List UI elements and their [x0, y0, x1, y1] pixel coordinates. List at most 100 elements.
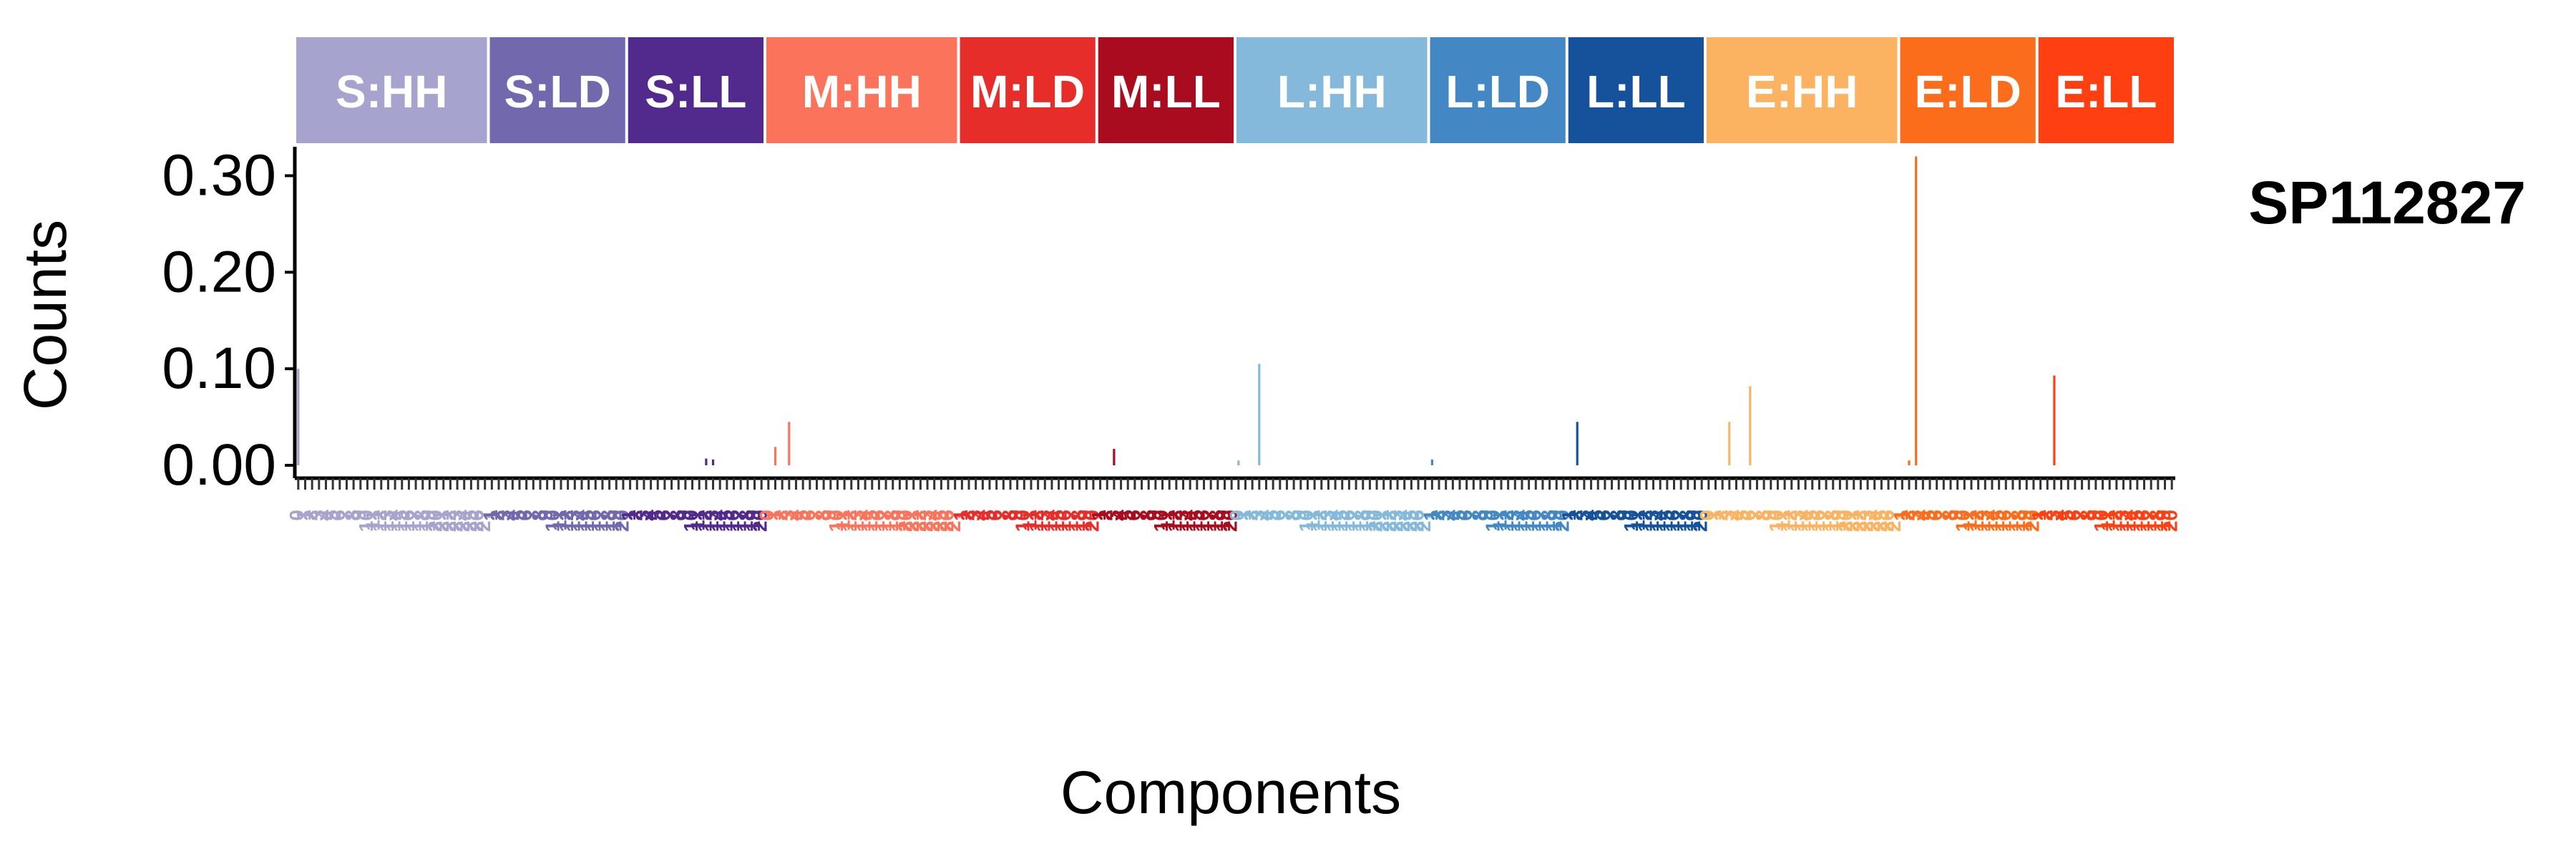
- x-tick-label: 3: [493, 510, 515, 521]
- strip-box-l-ll: [1568, 37, 1704, 143]
- x-tick-label: 19: [1682, 510, 1704, 532]
- x-tick-label: 13: [562, 510, 585, 532]
- bar: [2053, 375, 2056, 465]
- x-tick-label: 5: [645, 510, 668, 521]
- x-tick-label: 14: [2118, 510, 2140, 533]
- x-tick-label: 17: [1813, 510, 1835, 532]
- x-tick-label: 16: [1053, 510, 1075, 532]
- x-tick-label: 11: [1488, 510, 1511, 531]
- x-tick-label: 3: [1246, 510, 1269, 521]
- bar: [711, 459, 715, 465]
- x-tick-label: 26: [1875, 510, 1898, 532]
- x-tick-label: 3: [776, 510, 799, 521]
- x-tick-label: 7: [991, 510, 1013, 521]
- strip-box-e-hh: [1707, 37, 1898, 143]
- x-tick-label: 16: [1337, 510, 1359, 532]
- x-tick-label: 15: [389, 510, 411, 532]
- x-tick-label: 8: [1282, 510, 1304, 521]
- x-tick-label: 10: [1482, 510, 1504, 532]
- x-tick-label: 19: [1074, 510, 1096, 532]
- x-tick-label: 17: [1669, 510, 1691, 532]
- x-tick-label: 11: [832, 510, 854, 531]
- x-tick-label: 10: [355, 510, 377, 532]
- x-ticks: [297, 478, 2173, 490]
- x-tick-label: 3: [2041, 510, 2064, 521]
- x-tick-label: 2: [625, 510, 647, 521]
- x-tick-label: 19: [2014, 510, 2036, 532]
- x-tick-label: 14: [1979, 510, 2001, 533]
- x-tick-label: 22: [1378, 510, 1400, 532]
- x-tick-label: 6: [1592, 510, 1614, 521]
- x-tick-label: 10: [2090, 510, 2112, 532]
- x-tick-label: 12: [1025, 510, 1048, 532]
- x-tick-label: 8: [2077, 510, 2099, 521]
- x-tick-label: 13: [846, 510, 868, 532]
- x-tick-label: 13: [1171, 510, 1193, 532]
- x-tick-label: 1: [2028, 510, 2050, 521]
- strip-box-s-hh: [296, 37, 487, 143]
- x-tick-label: 21: [1841, 510, 1863, 532]
- x-tick-label: 14: [569, 510, 591, 533]
- x-tick-label: 20: [1364, 510, 1386, 532]
- x-tick-label: 17: [1343, 510, 1365, 532]
- x-tick-label: 9: [1945, 510, 1967, 521]
- bar: [1576, 422, 1579, 465]
- x-tick-label: 26: [465, 510, 487, 532]
- bar: [1430, 459, 1433, 465]
- bar: [297, 369, 300, 465]
- x-tick-label: 3: [1101, 510, 1123, 521]
- x-tick-label: 3: [306, 510, 328, 521]
- x-tick-label: 15: [1046, 510, 1068, 532]
- x-tick-label: 12: [1309, 510, 1331, 532]
- x-tick-label: 15: [1986, 510, 2009, 532]
- strip-box-m-ld: [960, 37, 1096, 143]
- x-tick-label: 16: [1994, 510, 2016, 532]
- x-tick-label: 9: [1475, 510, 1497, 521]
- x-tick-label: 7: [1461, 510, 1483, 521]
- x-tick-label: 5: [2056, 510, 2078, 521]
- x-tick-label: 2: [1095, 510, 1117, 521]
- x-tick-label: 16: [721, 510, 743, 532]
- x-tick-label: 5: [1586, 510, 1608, 521]
- x-tick-label: 17: [873, 510, 895, 532]
- x-tick-label: 17: [728, 510, 751, 532]
- x-tick-label: 17: [2000, 510, 2022, 532]
- x-tick-label: 5: [1447, 510, 1469, 521]
- x-tick-label: 1: [479, 510, 502, 521]
- x-tick-label: 20: [2160, 510, 2182, 532]
- x-tick-label: 11: [1018, 510, 1040, 531]
- x-tick-label: 15: [2124, 510, 2147, 532]
- x-tick-label: 13: [2111, 510, 2133, 532]
- x-tick-label: 18: [2007, 510, 2029, 532]
- x-tick-label: 26: [1405, 510, 1428, 532]
- x-tick-label: 2: [1240, 510, 1262, 521]
- x-tick-label: 14: [1792, 510, 1815, 533]
- x-tick-label: 9: [535, 510, 557, 521]
- x-tick-label: 18: [880, 510, 902, 532]
- x-tick-label: 6: [1122, 510, 1144, 521]
- x-tick-label: 23: [444, 510, 467, 532]
- x-tick-label: 19: [417, 510, 439, 532]
- bar: [774, 447, 777, 465]
- x-tick-label: 19: [1828, 510, 1850, 532]
- x-tick-label: 21: [901, 510, 923, 532]
- x-tick-label: 20: [1080, 510, 1103, 532]
- x-tick-label: 5: [1116, 510, 1138, 521]
- x-tick-label: 19: [742, 510, 764, 532]
- y-tick-label: 0.00: [162, 432, 276, 498]
- x-tick-label: 12: [1779, 510, 1801, 532]
- bar: [1113, 449, 1116, 465]
- x-tick-label: 13: [701, 510, 723, 532]
- x-tick-label: 16: [1807, 510, 1829, 532]
- x-tick-label: 4: [1440, 510, 1463, 521]
- x-tick-label: 18: [597, 510, 619, 532]
- x-tick-label: 23: [914, 510, 937, 532]
- x-tick-label: 17: [403, 510, 425, 532]
- x-tick-label: 5: [1261, 510, 1283, 521]
- x-tick-label: 25: [1399, 510, 1421, 532]
- x-tick-label: 27: [472, 510, 494, 532]
- x-tick-label: 8: [997, 510, 1020, 521]
- x-tick-label: 10: [1952, 510, 1974, 532]
- x-tick-label: 5: [791, 510, 813, 521]
